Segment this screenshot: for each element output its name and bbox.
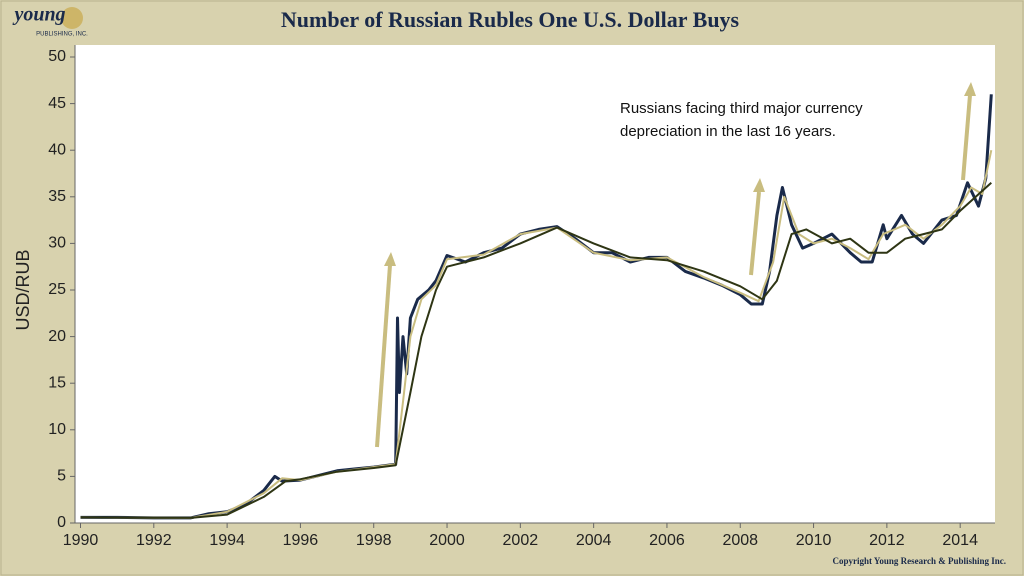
x-tick-label: 2000 (429, 532, 465, 549)
y-tick-label: 40 (48, 141, 66, 158)
logo-sub: PUBLISHING, INC. (36, 32, 88, 38)
arrows (375, 82, 976, 448)
plot-area (75, 45, 995, 523)
y-tick-label: 50 (48, 48, 66, 65)
y-tick-label: 30 (48, 235, 66, 252)
x-tick-label: 2002 (503, 532, 539, 549)
y-tick-label: 35 (48, 188, 66, 205)
logo-globe (61, 7, 83, 29)
logo-name: young (12, 4, 65, 26)
chart-title: Number of Russian Rubles One U.S. Dollar… (281, 7, 740, 32)
y-tick-label: 20 (48, 328, 66, 345)
y-tick-label: 45 (48, 95, 66, 112)
x-tick-label: 2008 (722, 532, 758, 549)
x-tick-label: 2010 (796, 532, 832, 549)
x-tick-label: 2006 (649, 532, 685, 549)
x-tick-label: 2004 (576, 532, 612, 549)
x-tick-label: 1994 (209, 532, 245, 549)
x-tick-label: 1992 (136, 532, 172, 549)
x-tick-label: 1996 (283, 532, 319, 549)
x-tick-label: 1998 (356, 532, 392, 549)
x-tick-label: 2012 (869, 532, 905, 549)
copyright: Copyright Young Research & Publishing In… (832, 556, 1006, 566)
y-tick-label: 10 (48, 421, 66, 438)
x-tick-label: 2014 (942, 532, 978, 549)
y-tick-label: 15 (48, 374, 66, 391)
series-line (80, 182, 992, 519)
y-tick-label: 0 (57, 514, 66, 531)
annotation: Russians facing third major currency (620, 100, 863, 117)
y-tick-label: 5 (57, 468, 66, 485)
y-axis-label: USD/RUB (13, 249, 33, 330)
annotation: depreciation in the last 16 years. (620, 123, 836, 140)
x-tick-label: 1990 (63, 532, 99, 549)
y-tick-label: 25 (48, 281, 66, 298)
